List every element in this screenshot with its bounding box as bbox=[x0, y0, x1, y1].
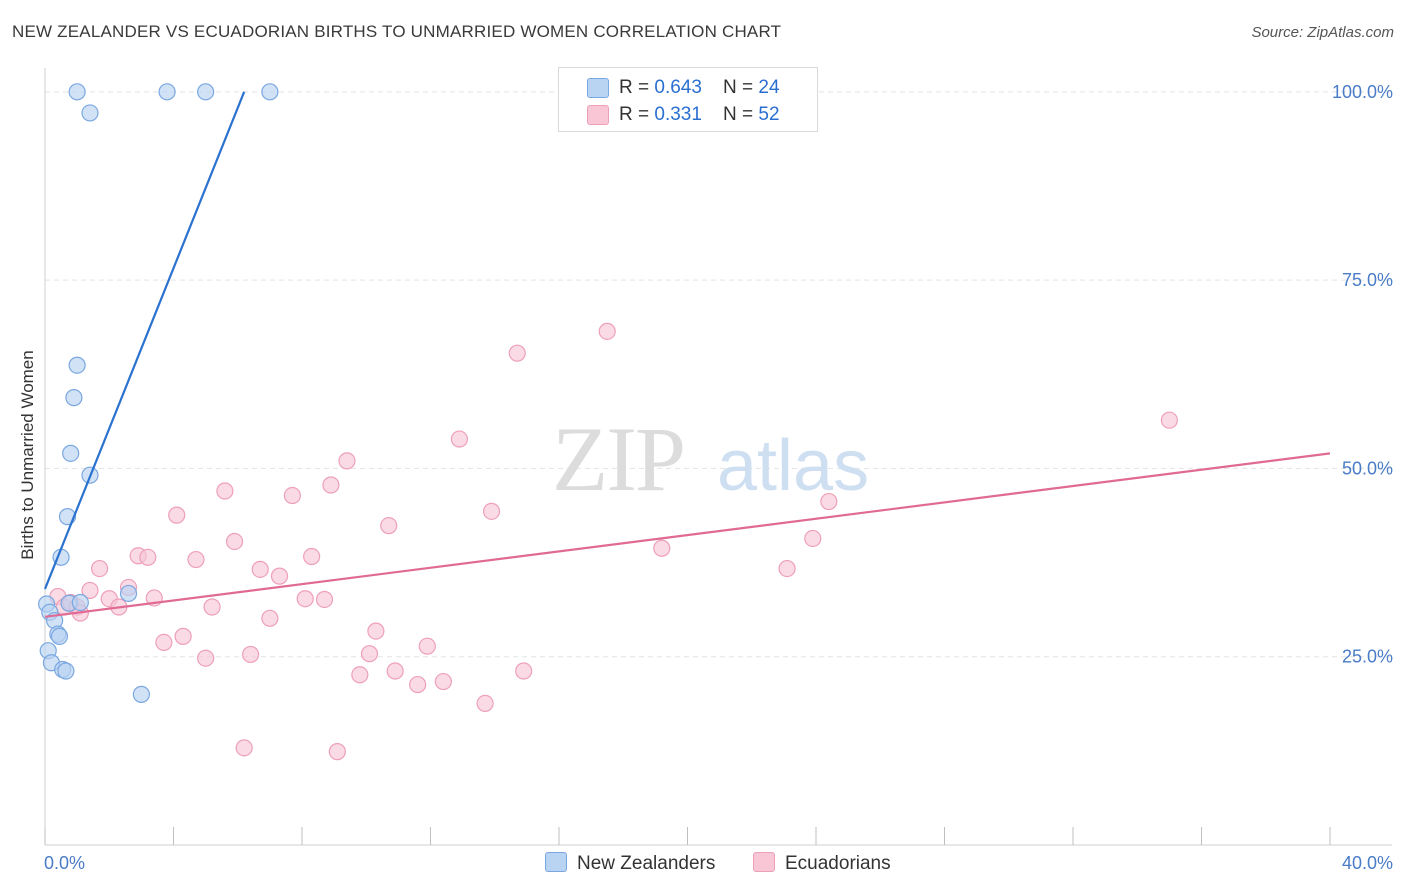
blue-swatch-icon bbox=[545, 852, 567, 872]
trend-lines bbox=[43, 91, 1331, 618]
legend-r-value: 0.643 bbox=[654, 77, 702, 98]
data-point bbox=[351, 666, 369, 684]
y-tick-label: 100.0% bbox=[1332, 82, 1393, 102]
pink-swatch-icon bbox=[587, 105, 609, 125]
data-point bbox=[653, 539, 671, 557]
y-tick-label: 75.0% bbox=[1342, 270, 1393, 290]
data-point bbox=[174, 627, 192, 645]
data-point bbox=[1160, 411, 1178, 429]
data-point bbox=[81, 104, 99, 122]
y-tick-label: 50.0% bbox=[1342, 458, 1393, 478]
data-point bbox=[598, 322, 616, 340]
data-point bbox=[71, 593, 89, 612]
data-point bbox=[261, 83, 279, 101]
data-point bbox=[62, 444, 80, 462]
data-point bbox=[261, 609, 279, 627]
data-point bbox=[91, 559, 109, 578]
data-point bbox=[139, 548, 157, 566]
legend-r-label: R = bbox=[619, 104, 655, 125]
data-point bbox=[367, 622, 385, 640]
data-point bbox=[315, 590, 334, 609]
data-point bbox=[225, 532, 244, 551]
data-point bbox=[187, 550, 205, 569]
data-point bbox=[303, 547, 321, 566]
source-credit: Source: ZipAtlas.com bbox=[1251, 24, 1394, 41]
tick-labels: 25.0% 50.0% 75.0% 100.0% 0.0% 40.0% bbox=[44, 82, 1393, 873]
data-point bbox=[409, 675, 427, 694]
pink-swatch-icon bbox=[753, 852, 775, 872]
data-point bbox=[386, 662, 404, 680]
data-point bbox=[434, 672, 452, 691]
data-point bbox=[50, 627, 69, 645]
data-point bbox=[328, 743, 346, 761]
bottom-legend-label: New Zealanders bbox=[577, 853, 716, 874]
data-point bbox=[251, 560, 269, 578]
data-point bbox=[476, 694, 494, 713]
bottom-legend-label: Ecuadorians bbox=[785, 853, 891, 874]
new-zealanders-points bbox=[38, 83, 279, 703]
legend-n-label: N = bbox=[723, 77, 759, 98]
y-axis-label: Births to Unmarried Women bbox=[18, 350, 37, 559]
grid-lines bbox=[45, 91, 1392, 658]
data-point bbox=[482, 502, 501, 520]
data-point bbox=[296, 590, 314, 608]
data-point bbox=[515, 662, 533, 680]
data-point bbox=[508, 344, 526, 362]
x-tick-label: 40.0% bbox=[1342, 853, 1393, 873]
data-point bbox=[242, 645, 260, 664]
data-point bbox=[68, 83, 86, 101]
data-point bbox=[270, 567, 289, 585]
data-point bbox=[57, 662, 75, 680]
data-point bbox=[338, 452, 356, 470]
data-point bbox=[820, 492, 838, 511]
axes bbox=[44, 68, 1392, 846]
blue-swatch-icon bbox=[587, 78, 609, 98]
data-point bbox=[132, 685, 150, 703]
x-tick-label: 0.0% bbox=[44, 853, 85, 873]
data-point bbox=[197, 83, 215, 101]
data-point bbox=[778, 559, 796, 578]
data-point bbox=[81, 581, 99, 600]
data-point bbox=[216, 482, 234, 500]
correlation-legend: R = 0.643 N = 24 R = 0.331 N = 52 bbox=[558, 67, 818, 132]
data-point bbox=[804, 529, 822, 548]
legend-n-label: N = bbox=[723, 104, 759, 125]
legend-n-value: 52 bbox=[758, 104, 780, 125]
y-tick-label: 25.0% bbox=[1342, 647, 1393, 667]
data-point bbox=[322, 476, 340, 494]
legend-r-value: 0.331 bbox=[654, 104, 702, 125]
legend-r-label: R = bbox=[619, 77, 655, 98]
bottom-legend-new-zealanders: New Zealanders bbox=[545, 852, 715, 875]
chart-title: NEW ZEALANDER VS ECUADORIAN BIRTHS TO UN… bbox=[12, 22, 782, 41]
legend-n-value: 24 bbox=[758, 77, 780, 98]
watermark-zip: ZIP bbox=[552, 408, 684, 510]
data-point bbox=[65, 389, 83, 407]
data-point bbox=[360, 645, 379, 663]
data-point bbox=[283, 486, 301, 505]
watermark-atlas: atlas bbox=[717, 426, 869, 506]
data-point bbox=[418, 637, 436, 655]
data-point bbox=[203, 598, 221, 616]
data-point bbox=[158, 83, 176, 101]
data-point bbox=[155, 633, 173, 651]
bottom-legend-ecuadorians: Ecuadorians bbox=[753, 852, 891, 875]
data-point bbox=[168, 506, 186, 524]
watermark: ZIP atlas bbox=[552, 408, 869, 510]
data-point bbox=[380, 517, 398, 535]
data-point bbox=[68, 356, 86, 374]
data-point bbox=[119, 584, 138, 603]
data-point bbox=[450, 430, 469, 448]
new-zealanders-trend-line bbox=[43, 91, 246, 590]
ecuadorians-trend-line bbox=[44, 452, 1331, 618]
ecuadorians-points bbox=[49, 322, 1178, 761]
data-point bbox=[235, 739, 253, 757]
data-point bbox=[197, 649, 215, 667]
